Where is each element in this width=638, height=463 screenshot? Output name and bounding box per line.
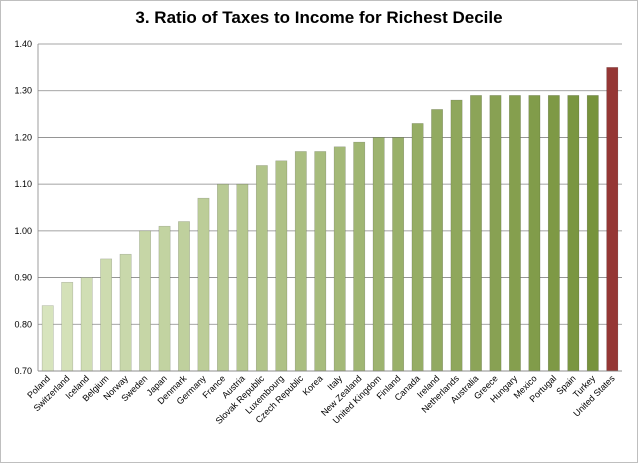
y-tick-label: 1.30 [14,86,32,96]
bar-france [217,183,229,372]
bar-hungary [509,95,521,372]
bar-new-zealand [353,141,366,372]
bar-belgium [100,258,113,372]
bar-canada [411,123,424,372]
bar-slovak-republic [255,165,268,372]
bar-korea [314,151,327,372]
bar-japan [158,225,171,372]
bar-iceland [80,277,93,372]
bar-greece [489,95,502,372]
y-tick-label: 1.20 [14,132,32,142]
y-tick-label: 0.70 [14,366,32,376]
bar-poland [41,305,54,372]
bar-switzerland [61,281,74,372]
bar-united-kingdom [372,137,385,372]
bar-sweden [139,230,151,372]
bar-germany [197,197,210,372]
bar-denmark [178,221,190,372]
bar-netherlands [450,99,463,372]
y-tick-label: 0.80 [14,319,32,329]
bar-spain [567,95,580,372]
bar-portugal [547,95,560,372]
bar-italy [333,146,346,372]
y-tick-label: 1.40 [14,39,32,49]
bar-luxembourg [275,160,288,372]
bar-australia [470,95,482,372]
chart-title: 3. Ratio of Taxes to Income for Richest … [135,8,503,27]
bar-mexico [528,95,541,372]
bar-finland [392,137,405,372]
bar-united-states [606,67,619,372]
y-tick-label: 1.00 [14,226,32,236]
y-tick-label: 1.10 [14,179,32,189]
bar-ireland [431,109,443,372]
y-tick-label: 0.90 [14,273,32,283]
bar-czech-republic [294,151,307,372]
bar-turkey [586,95,599,372]
bar-austria [236,183,249,372]
bar-norway [119,253,132,372]
x-tick-label: Korea [301,373,325,397]
